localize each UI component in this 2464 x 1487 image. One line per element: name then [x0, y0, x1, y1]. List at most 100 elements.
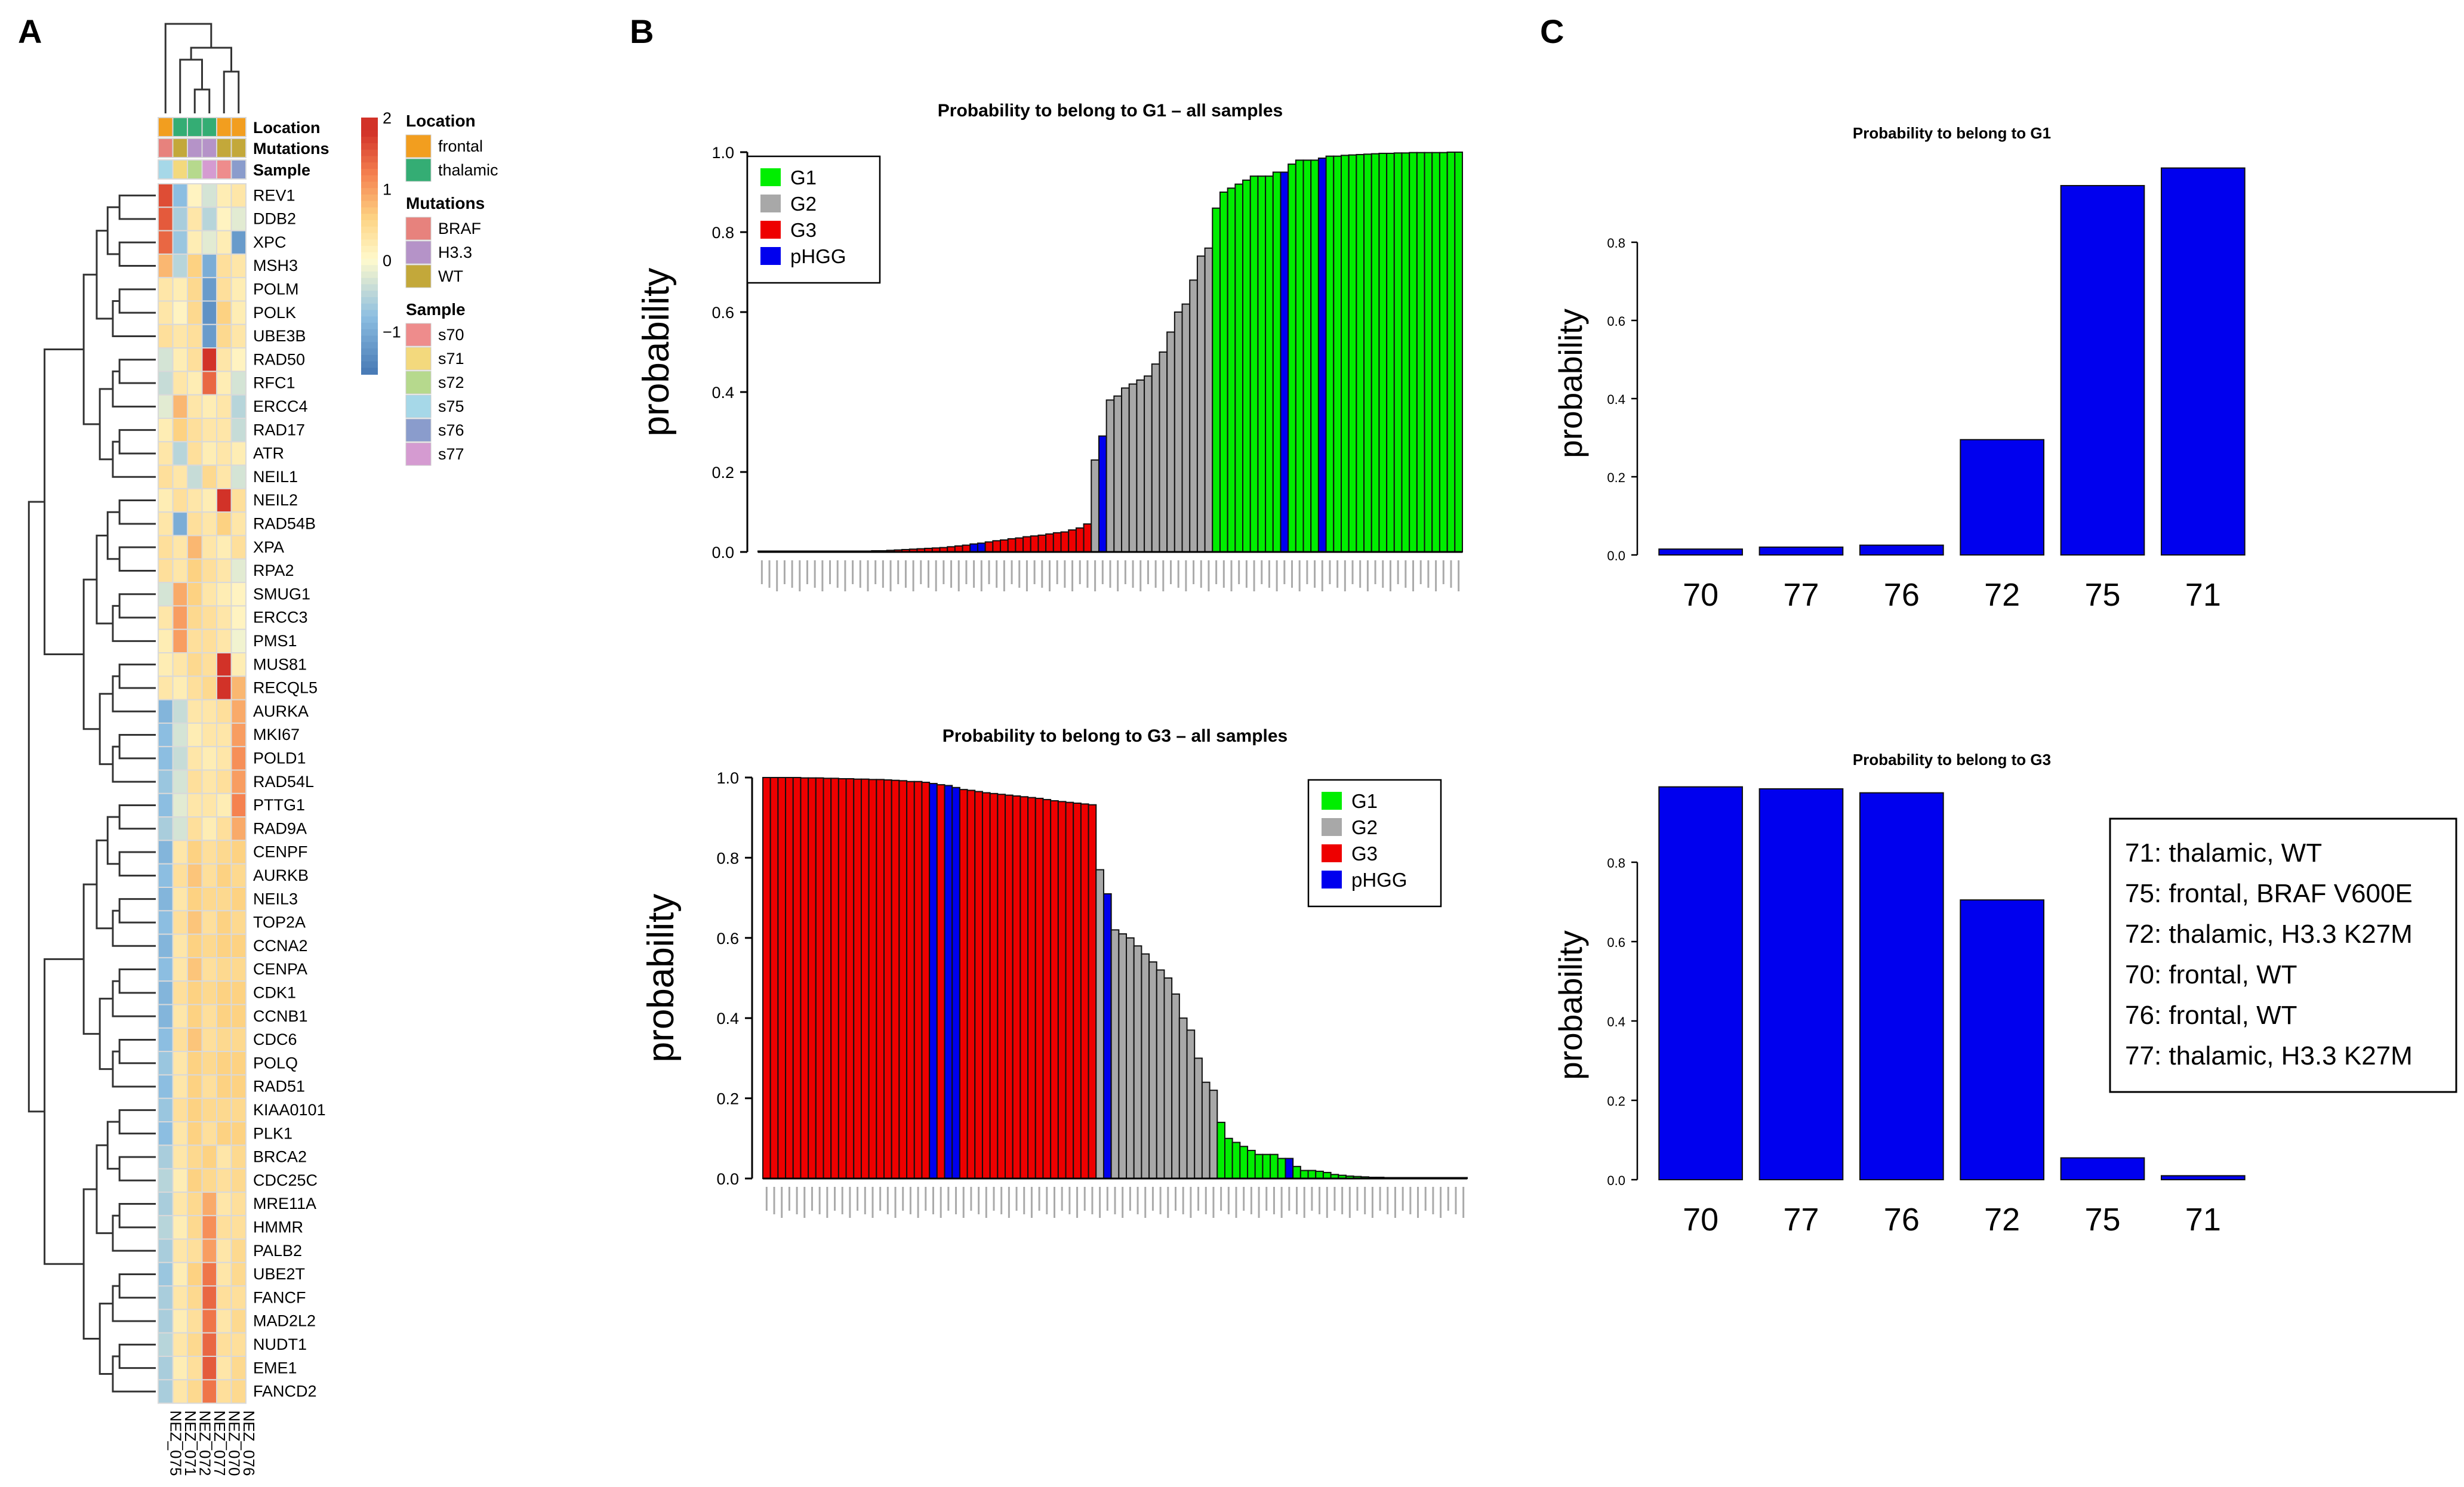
- y-tick-label: 0.4: [1607, 392, 1625, 407]
- heatmap-cell: [172, 582, 188, 607]
- heatmap-cell: [187, 488, 203, 513]
- legend-swatch: [760, 247, 781, 265]
- bar: [1128, 383, 1138, 553]
- y-tick-label: 0.0: [1607, 548, 1625, 563]
- color-scale-segment: [361, 342, 378, 349]
- sample-label: NEZ_076: [240, 1411, 258, 1476]
- y-tick-label: 0.2: [1607, 470, 1625, 485]
- legend-swatch: [1322, 844, 1342, 862]
- heatmap-cell: [172, 1356, 188, 1381]
- legend-label: frontal: [438, 137, 483, 155]
- heatmap-cell: [216, 371, 232, 396]
- bar: [1194, 1057, 1203, 1180]
- y-tick-label: 0.8: [712, 224, 734, 242]
- heatmap-cell: [230, 1144, 247, 1170]
- annotation-row-label: Mutations: [253, 140, 329, 158]
- heatmap-cell: [187, 1027, 203, 1053]
- heatmap-cell: [187, 371, 203, 396]
- heatmap-cell: [158, 183, 174, 208]
- heatmap-cell: [230, 183, 247, 208]
- heatmap-cell: [216, 605, 232, 630]
- bar: [2060, 1157, 2145, 1181]
- legend-title: Mutations: [406, 194, 485, 212]
- heatmap-cell: [216, 183, 232, 208]
- heatmap-cell: [158, 394, 174, 419]
- heatmap-cell: [216, 1379, 232, 1404]
- gene-label: PLK1: [253, 1124, 292, 1142]
- sample-label: NEZ_077: [211, 1411, 229, 1476]
- heatmap-cell: [158, 441, 174, 466]
- heatmap-cell: [158, 957, 174, 982]
- y-tick-label: 1.0: [716, 769, 739, 787]
- bar: [860, 778, 870, 1179]
- heatmap-cell: [158, 769, 174, 794]
- y-axis-label: probability: [636, 268, 677, 437]
- gene-label: FANCF: [253, 1288, 306, 1306]
- heatmap-cell: [216, 441, 232, 466]
- bar: [1257, 175, 1267, 553]
- heatmap-cell: [216, 1332, 232, 1357]
- bar: [2160, 167, 2246, 556]
- gene-label: RAD17: [253, 421, 305, 439]
- heatmap-cell: [216, 347, 232, 372]
- annotation-cell: [216, 159, 232, 180]
- color-scale-segment: [361, 149, 378, 157]
- heatmap-cell: [158, 792, 174, 818]
- chart-title: Probability to belong to G1: [1853, 124, 2051, 142]
- heatmap-cell: [230, 441, 247, 466]
- bar: [1216, 1121, 1225, 1180]
- y-axis-label: probability: [640, 894, 682, 1063]
- gene-label: CDC6: [253, 1031, 297, 1048]
- legend-label: G2: [1351, 816, 1378, 838]
- color-scale-segment: [361, 284, 378, 292]
- gene-label: XPC: [253, 233, 287, 251]
- bar: [974, 791, 983, 1179]
- bar: [1201, 1081, 1211, 1179]
- heatmap-cell: [230, 675, 247, 701]
- column-dendrogram-branch: [193, 88, 211, 113]
- heatmap-cell: [216, 464, 232, 489]
- heatmap-cell: [201, 277, 217, 302]
- legend-label: s77: [438, 445, 464, 463]
- heatmap-cell: [216, 652, 232, 677]
- bar: [1110, 929, 1120, 1179]
- row-dendrogram-branch: [106, 816, 120, 865]
- row-dendrogram-branch: [118, 1038, 156, 1065]
- color-scale-segment: [361, 297, 378, 304]
- heatmap-cell: [201, 605, 217, 630]
- heatmap-cell: [216, 1261, 232, 1287]
- heatmap-cell: [230, 582, 247, 607]
- heatmap-cell: [216, 816, 232, 841]
- heatmap-cell: [172, 816, 188, 841]
- column-dendrogram-branch: [223, 70, 240, 113]
- heatmap-cell: [187, 699, 203, 724]
- heatmap-cell: [172, 300, 188, 325]
- heatmap-cell: [201, 1168, 217, 1193]
- heatmap-cell: [172, 1379, 188, 1404]
- heatmap-cell: [187, 511, 203, 536]
- heatmap-cell: [230, 957, 247, 982]
- heatmap-cell: [187, 980, 203, 1005]
- bar: [1005, 794, 1014, 1179]
- bar: [837, 778, 847, 1179]
- gene-label: ATR: [253, 445, 284, 462]
- heatmap-cell: [158, 511, 174, 536]
- bar: [1348, 154, 1357, 553]
- legend-label: pHGG: [790, 245, 846, 267]
- y-tick-label: 0.8: [1607, 236, 1625, 251]
- heatmap-cell: [230, 933, 247, 958]
- bar: [1270, 1153, 1279, 1180]
- bar: [989, 792, 999, 1179]
- bar: [868, 779, 877, 1179]
- annotation-cell: [201, 138, 217, 158]
- gene-label: CDK1: [253, 983, 296, 1001]
- bar: [2060, 185, 2145, 556]
- heatmap-cell: [187, 863, 203, 888]
- gene-label: RECQL5: [253, 679, 318, 697]
- heatmap-cell: [201, 1004, 217, 1029]
- row-dendrogram-branch: [118, 898, 156, 924]
- x-tick-label: 72: [1984, 1202, 2020, 1238]
- heatmap-cell: [201, 1027, 217, 1053]
- bar: [1317, 158, 1327, 553]
- heatmap-cell: [187, 910, 203, 935]
